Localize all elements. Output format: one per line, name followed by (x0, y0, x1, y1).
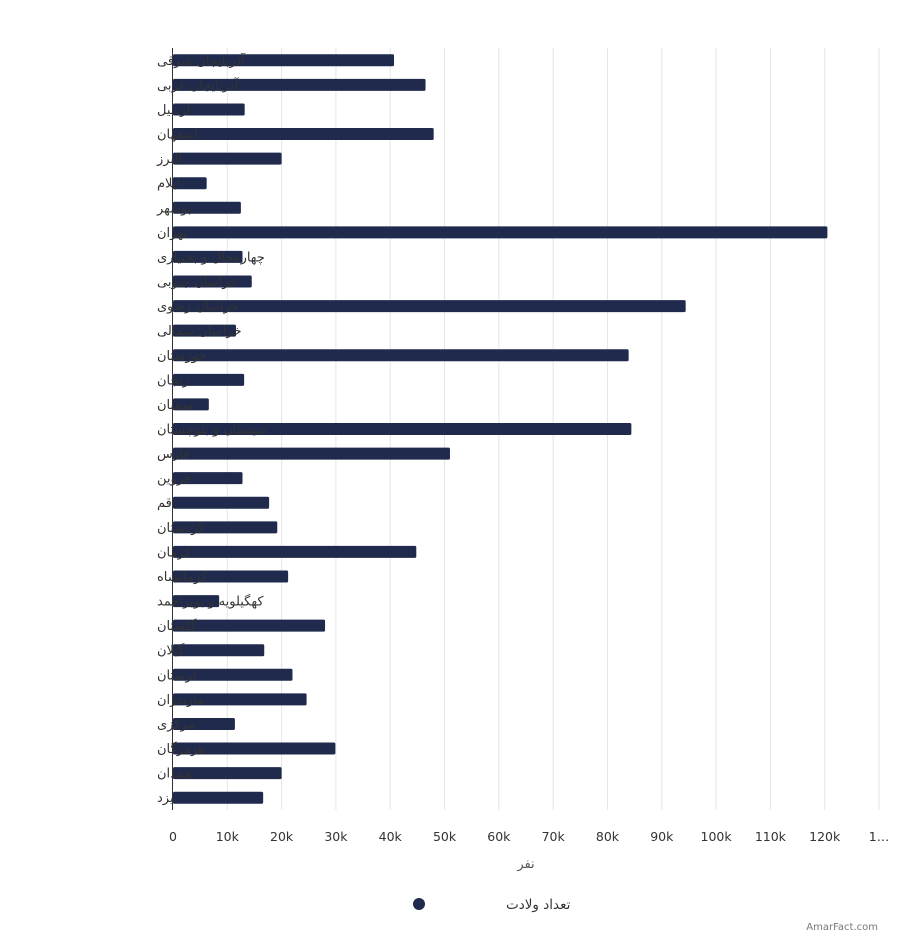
category-label: خراسان رضوی (157, 300, 239, 315)
category-label: گیلان (157, 643, 185, 659)
bar[interactable] (173, 78, 426, 91)
bar[interactable] (173, 128, 434, 141)
category-label: قم (157, 496, 172, 511)
bar[interactable] (173, 398, 209, 411)
bar[interactable] (173, 250, 243, 263)
category-label: خراسان جنوبی (157, 275, 237, 290)
bar[interactable] (173, 545, 417, 558)
bar[interactable] (173, 177, 207, 190)
category-label: کهگیلویه و بویراحمد (157, 594, 264, 610)
bar[interactable] (173, 668, 293, 681)
x-tick-label: 1… (869, 829, 889, 844)
x-tick-label: 100k (701, 829, 733, 844)
legend-label: تعداد ولادت (506, 897, 571, 913)
category-label: ایلام (157, 177, 180, 192)
bar[interactable] (173, 275, 252, 288)
bar[interactable] (173, 349, 629, 362)
x-tick-label: 0 (169, 829, 177, 844)
category-label: لرستان (157, 668, 196, 683)
bar[interactable] (173, 54, 395, 67)
category-label: سمنان (157, 398, 193, 413)
bar[interactable] (173, 644, 265, 657)
x-tick-label: 30k (324, 829, 348, 844)
bar[interactable] (173, 521, 278, 534)
bar[interactable] (173, 791, 264, 804)
bar[interactable] (173, 226, 828, 239)
category-label: خوزستان (157, 349, 206, 364)
bar[interactable] (173, 595, 220, 608)
legend[interactable]: تعداد ولادت (413, 897, 571, 913)
x-tick-label: 70k (542, 829, 566, 844)
category-labels: آذربایجان شرقی آذربایجان غربی اردبیل اصفهان… (156, 52, 267, 806)
bar[interactable] (173, 201, 241, 214)
x-axis-title: نفر (516, 857, 534, 872)
category-label: یزد (157, 791, 174, 806)
legend-marker (413, 898, 425, 910)
credit-text: AmarFact.com (806, 922, 878, 933)
bar[interactable] (173, 619, 326, 632)
category-label: مرکزی (157, 717, 195, 732)
category-label: گلستان (157, 618, 197, 634)
bar[interactable] (173, 496, 270, 509)
bar[interactable] (173, 423, 632, 435)
category-label: هرمزگان (157, 741, 205, 757)
bar[interactable] (173, 447, 450, 460)
bar[interactable] (173, 103, 245, 116)
bar[interactable] (173, 373, 245, 386)
category-label: قزوین (157, 472, 190, 487)
bar[interactable] (173, 693, 307, 706)
category-label: فارس (157, 447, 189, 462)
x-tick-label: 40k (379, 829, 403, 844)
bar[interactable] (173, 324, 236, 337)
bar[interactable] (173, 152, 282, 165)
bars (173, 54, 828, 804)
category-label: کردستان (157, 521, 205, 536)
category-label: چهارمحال و بختیاری (157, 250, 265, 265)
category-label: کرمان (157, 545, 192, 560)
x-tick-label: 50k (433, 829, 457, 844)
bar[interactable] (173, 717, 235, 730)
category-label: خراسان شمالی (157, 324, 242, 339)
category-label: اصفهان (157, 128, 198, 143)
category-label: اردبیل (157, 103, 190, 118)
category-label: البرز (156, 152, 182, 167)
x-tick-label: 120k (809, 829, 841, 844)
x-tick-label: 10k (216, 829, 240, 844)
x-tick-label: 60k (487, 829, 511, 844)
bar[interactable] (173, 767, 282, 780)
category-label: آذربایجان غربی (157, 76, 240, 93)
x-tick-label: 110k (755, 829, 787, 844)
x-tick-label: 20k (270, 829, 294, 844)
x-tick-label: 90k (650, 829, 674, 844)
bar[interactable] (173, 742, 336, 755)
category-label: مازندران (157, 693, 204, 708)
category-label: همدان (157, 767, 191, 782)
category-label: سیستان و بلوچستان (157, 423, 267, 438)
category-label: کرمانشاه (157, 570, 208, 585)
bar[interactable] (173, 300, 686, 313)
bar[interactable] (173, 570, 289, 583)
category-label: بوشهر (156, 201, 191, 216)
bar[interactable] (173, 472, 243, 485)
category-label: آذربایجان شرقی (157, 52, 246, 69)
x-tick-label: 80k (596, 829, 620, 844)
x-tick-labels: 0 10k 20k 30k 40k 50k 60k 70k 80k 90k 100k 110k 120k… (169, 829, 889, 844)
